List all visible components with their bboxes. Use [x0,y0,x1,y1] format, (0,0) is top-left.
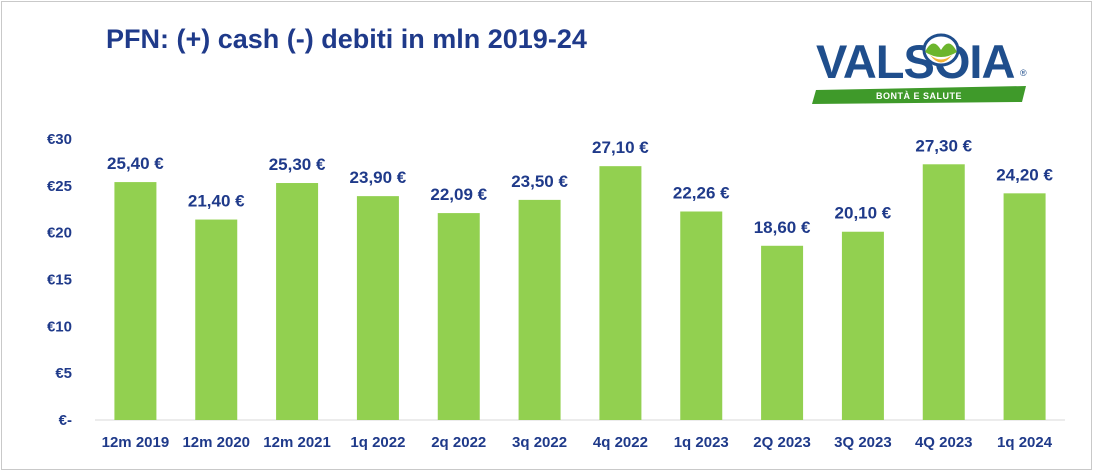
logo-tagline: BONTÀ E SALUTE [876,91,962,101]
data-label: 25,40 € [107,154,164,173]
bar [437,213,480,420]
data-label: 20,10 € [835,204,892,223]
data-label: 23,90 € [350,168,407,187]
data-label: 24,20 € [996,165,1053,184]
x-tick-label: 1q 2022 [350,434,405,451]
x-tick-label: 12m 2020 [182,434,250,451]
bar [276,183,319,420]
bar [1003,193,1046,420]
y-tick-label: €10 [47,318,72,335]
data-label: 18,60 € [754,218,811,237]
x-tick-label: 2Q 2023 [753,434,811,451]
data-label: 27,10 € [592,138,649,157]
bar [761,245,804,420]
logo-leaf-icon [922,33,960,67]
bar [922,164,965,420]
logo-brand-text: VALSOIA [816,35,1014,88]
data-label: 25,30 € [269,155,326,174]
data-labels-group: 25,40 € 21,40 € 25,30 € 23,90 € 22,09 € 23,50… [107,136,1053,236]
x-tick-label: 3Q 2023 [834,434,892,451]
y-tick-label: €15 [47,272,72,289]
bar [195,219,238,420]
data-label: 22,26 € [673,183,730,202]
x-axis: 12m 2019 12m 2020 12m 2021 1q 2022 2q 2022 3q… [102,434,1053,451]
bar [841,231,884,420]
valsoia-logo: BONTÀ E SALUTE VALSOIA ® [812,33,1027,104]
y-tick-label: €- [59,412,72,429]
data-label: 21,40 € [188,192,245,211]
data-label: 22,09 € [430,185,487,204]
bar [356,196,399,420]
x-tick-label: 3q 2022 [512,434,567,451]
y-axis: €- €5 €10 €15 €20 €25 €30 [47,131,72,429]
y-tick-label: €25 [47,178,72,195]
bar [114,182,157,420]
bar [518,199,561,420]
bar [599,166,642,420]
x-tick-label: 4Q 2023 [915,434,973,451]
chart-title: PFN: (+) cash (-) debiti in mln 2019-24 [106,24,587,54]
y-tick-label: €5 [55,365,72,382]
bar [680,211,723,420]
x-tick-label: 1q 2024 [997,434,1053,451]
y-tick-label: €30 [47,131,72,148]
data-label: 23,50 € [511,172,568,191]
x-tick-label: 12m 2021 [263,434,331,451]
x-tick-label: 2q 2022 [431,434,486,451]
data-label: 27,30 € [915,136,972,155]
bars-group [114,164,1046,420]
x-tick-label: 4q 2022 [593,434,648,451]
x-tick-label: 12m 2019 [102,434,170,451]
y-tick-label: €20 [47,225,72,242]
x-tick-label: 1q 2023 [674,434,729,451]
logo-registered-mark: ® [1020,68,1027,78]
logo-ribbon [812,86,1026,104]
